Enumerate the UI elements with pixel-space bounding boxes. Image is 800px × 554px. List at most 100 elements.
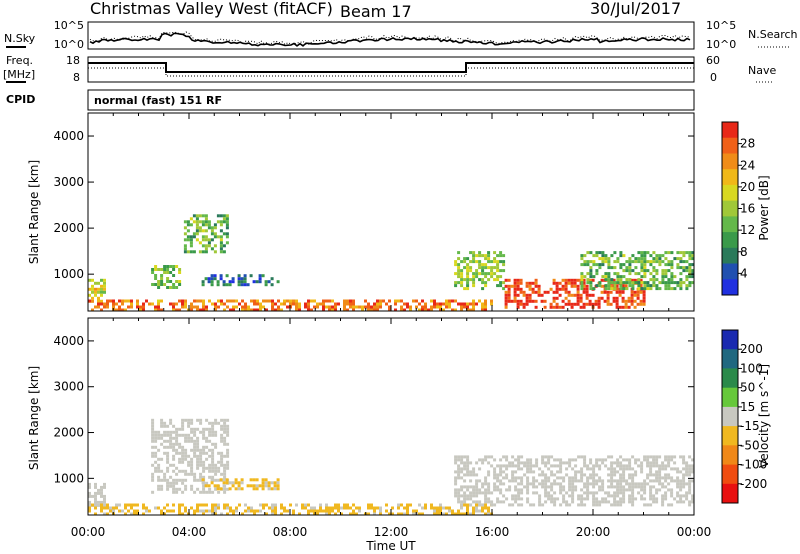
echo-cell bbox=[412, 299, 415, 303]
x-axis-label: Time UT bbox=[365, 539, 416, 553]
echo-cell bbox=[592, 494, 596, 498]
echo-cell bbox=[615, 296, 619, 300]
echo-cell bbox=[325, 305, 328, 309]
echo-cell bbox=[592, 497, 596, 501]
echo-cell bbox=[613, 461, 617, 465]
echo-cell bbox=[172, 448, 176, 452]
echo-cell bbox=[166, 487, 170, 491]
echo-cell bbox=[133, 512, 136, 516]
echo-cell bbox=[589, 281, 593, 285]
echo-cell bbox=[679, 287, 683, 291]
colorbar-swatch bbox=[722, 200, 738, 217]
echo-cell bbox=[667, 461, 671, 465]
echo-cell bbox=[181, 481, 185, 485]
echo-cell bbox=[231, 280, 235, 284]
echo-cell bbox=[379, 509, 382, 513]
echo-cell bbox=[517, 458, 521, 462]
echo-cell bbox=[472, 260, 476, 264]
echo-cell bbox=[328, 512, 331, 516]
echo-cell bbox=[679, 479, 683, 483]
echo-cell bbox=[631, 503, 635, 507]
echo-cell bbox=[685, 470, 689, 474]
echo-cell bbox=[508, 485, 512, 489]
echo-cell bbox=[550, 500, 554, 504]
echo-cell bbox=[481, 302, 484, 306]
echo-cell bbox=[223, 506, 226, 510]
echo-cell bbox=[613, 497, 617, 501]
echo-cell bbox=[567, 281, 571, 285]
echo-cell bbox=[196, 487, 200, 491]
echo-cell bbox=[655, 254, 659, 258]
echo-cell bbox=[223, 454, 227, 458]
echo-cell bbox=[139, 308, 142, 312]
echo-cell bbox=[214, 472, 218, 476]
echo-cell bbox=[670, 503, 674, 507]
echo-cell bbox=[142, 503, 145, 507]
echo-cell bbox=[661, 467, 665, 471]
echo-cell bbox=[409, 503, 412, 507]
echo-cell bbox=[166, 457, 170, 461]
echo-cell bbox=[454, 458, 458, 462]
echo-cell bbox=[262, 299, 265, 303]
echo-cell bbox=[505, 455, 509, 459]
echo-cell bbox=[157, 286, 161, 289]
echo-cell bbox=[472, 308, 475, 312]
echo-cell bbox=[196, 305, 199, 309]
velocity-colorbar-frame bbox=[721, 329, 739, 504]
echo-cell bbox=[619, 473, 623, 477]
echo-cell bbox=[507, 293, 511, 297]
echo-cell bbox=[181, 433, 185, 437]
echo-cell bbox=[103, 287, 106, 291]
echo-cell bbox=[112, 302, 115, 306]
echo-cell bbox=[481, 254, 485, 258]
echo-cell bbox=[691, 467, 695, 471]
echo-cell bbox=[439, 503, 442, 507]
echo-cell bbox=[469, 278, 473, 282]
echo-cell bbox=[195, 223, 199, 227]
echo-cell bbox=[219, 223, 223, 227]
echo-cell bbox=[367, 503, 370, 507]
echo-cell bbox=[469, 473, 473, 477]
echo-cell bbox=[606, 302, 610, 306]
echo-cell bbox=[454, 272, 458, 276]
echo-cell bbox=[213, 274, 217, 278]
echo-cell bbox=[364, 305, 367, 309]
echo-cell bbox=[586, 251, 590, 255]
echo-cell bbox=[370, 503, 373, 507]
echo-cell bbox=[267, 481, 271, 485]
echo-cell bbox=[250, 308, 253, 312]
echo-cell bbox=[226, 512, 229, 516]
noise-right-tick-bottom: 10^0 bbox=[706, 38, 736, 51]
echo-cell bbox=[157, 487, 161, 491]
echo-cell bbox=[655, 278, 659, 282]
echo-cell bbox=[219, 277, 223, 281]
echo-cell bbox=[295, 302, 298, 306]
echo-cell bbox=[225, 241, 229, 245]
echo-cell bbox=[187, 463, 191, 467]
echo-cell bbox=[664, 275, 668, 279]
echo-cell bbox=[172, 265, 176, 268]
echo-cell bbox=[373, 512, 376, 516]
echo-cell bbox=[514, 458, 518, 462]
echo-cell bbox=[481, 491, 485, 495]
echo-cell bbox=[232, 305, 235, 309]
echo-cell bbox=[169, 302, 172, 306]
echo-cell bbox=[535, 491, 539, 495]
echo-cell bbox=[586, 488, 590, 492]
echo-cell bbox=[460, 485, 464, 489]
echo-cell bbox=[475, 479, 479, 483]
echo-cell bbox=[562, 494, 566, 498]
echo-cell bbox=[349, 302, 352, 306]
echo-cell bbox=[625, 278, 629, 282]
echo-cell bbox=[558, 305, 562, 309]
echo-cell bbox=[219, 478, 223, 482]
echo-cell bbox=[574, 458, 578, 462]
echo-cell bbox=[636, 293, 640, 297]
echo-cell bbox=[211, 512, 214, 516]
echo-cell bbox=[151, 436, 155, 440]
echo-cell bbox=[216, 487, 220, 491]
echo-cell bbox=[487, 473, 491, 477]
echo-cell bbox=[226, 503, 229, 507]
